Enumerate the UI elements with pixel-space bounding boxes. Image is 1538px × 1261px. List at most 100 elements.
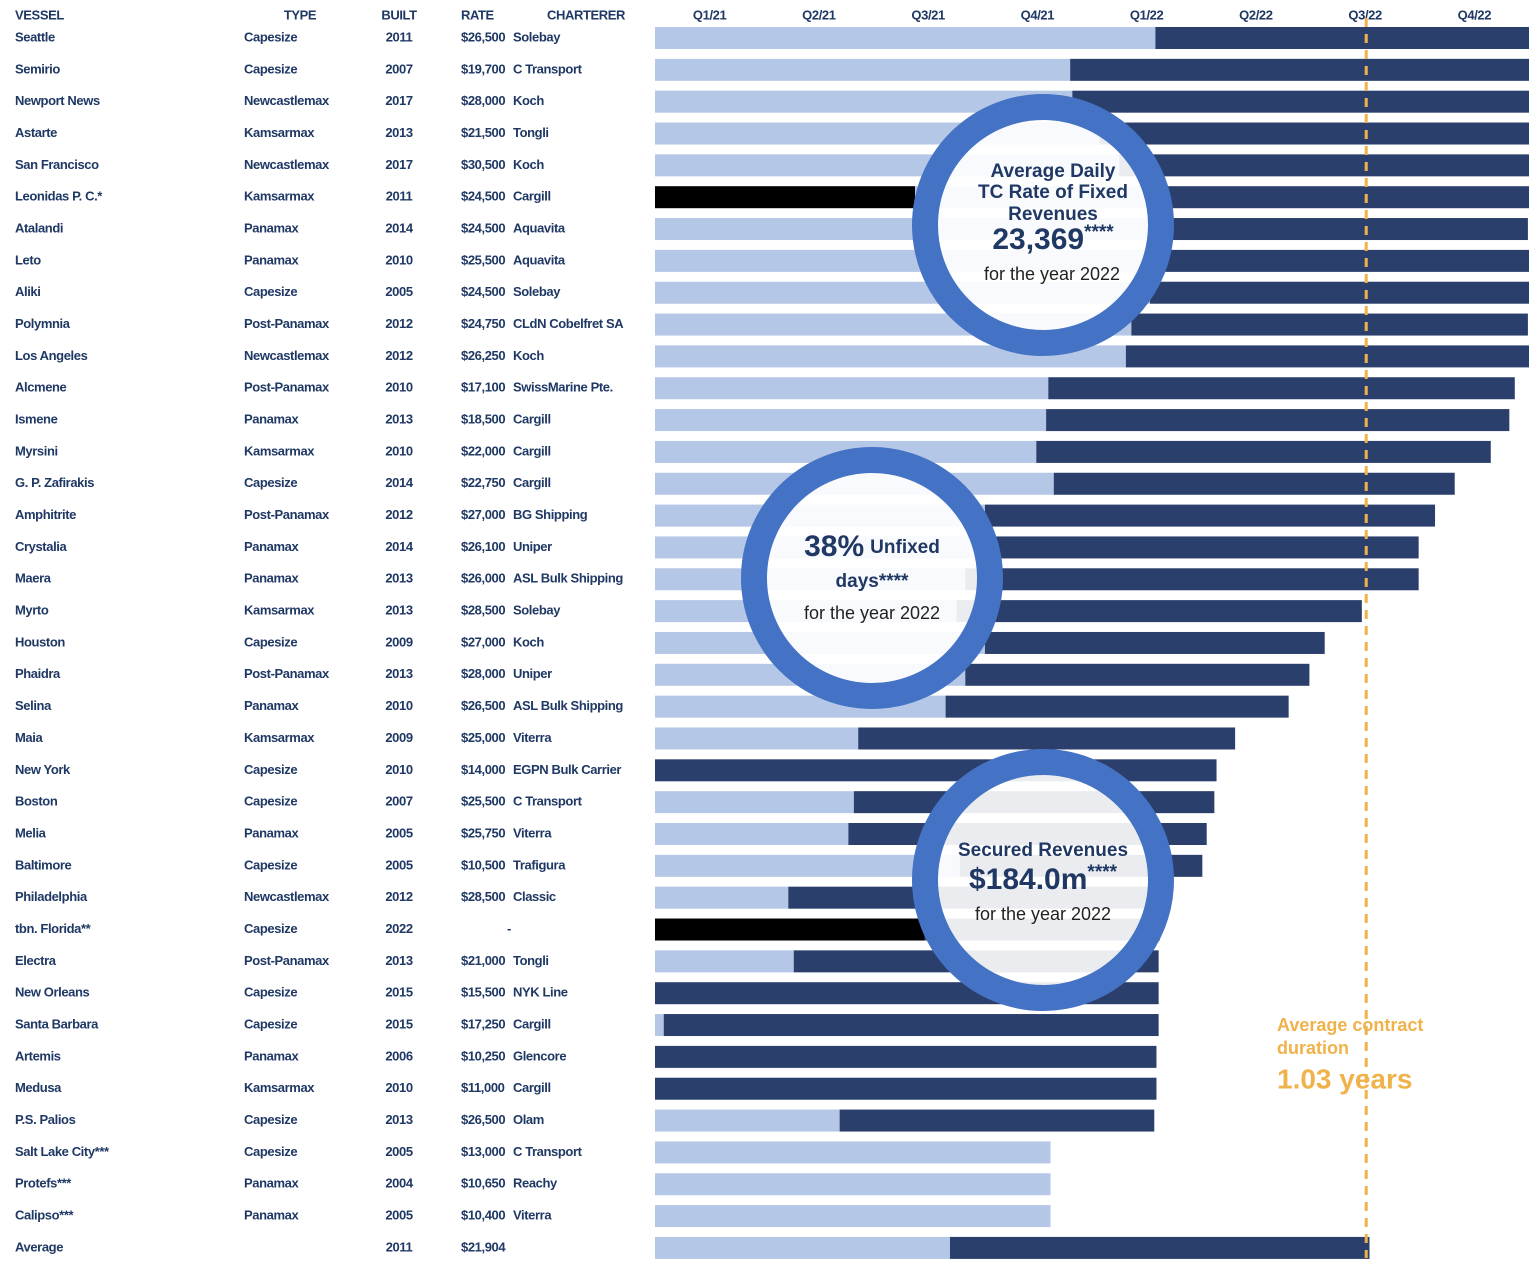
table-cell: 2014 — [385, 539, 413, 554]
table-cell: 2022 — [385, 921, 412, 936]
table-cell: $15,500 — [461, 985, 505, 1000]
bar-segment — [1046, 409, 1510, 432]
annotation: Secured Revenues $184.0m**** for the yea… — [912, 749, 1174, 1011]
table-cell: 2014 — [385, 475, 413, 490]
bar-segment — [655, 1205, 1051, 1228]
table-cell: $22,750 — [461, 475, 505, 490]
table-cell: 2012 — [385, 316, 412, 331]
bar-segment — [663, 1014, 1159, 1037]
table-cell: Viterra — [513, 1208, 552, 1223]
vessel-name: Aliki — [15, 284, 40, 299]
table-cell: Post-Panamax — [244, 380, 330, 395]
table-cell: 2015 — [385, 985, 412, 1000]
table-cell: 2011 — [386, 1239, 413, 1254]
table-cell: Olam — [513, 1112, 544, 1127]
table-cell: Post-Panamax — [244, 316, 330, 331]
table-cell: $26,500 — [461, 698, 505, 713]
table-cell: $27,000 — [461, 507, 505, 522]
bar-segment — [655, 791, 854, 814]
bar-segment — [956, 600, 1362, 623]
table-cell: Panamax — [244, 1208, 299, 1223]
table-cell: 2010 — [385, 698, 412, 713]
bar-segment — [655, 1077, 1157, 1100]
value: 23,369 — [992, 223, 1084, 256]
table-cell: C Transport — [513, 1144, 583, 1159]
table-cell: 2013 — [385, 125, 412, 140]
table-cell: 2005 — [385, 284, 412, 299]
table-cell: $11,000 — [461, 1080, 505, 1095]
table-cell: Kamsarmax — [244, 443, 315, 458]
vessel-name: Crystalia — [15, 539, 67, 554]
vessel-name: Myrto — [15, 603, 49, 618]
ring — [912, 94, 1174, 356]
bar-segment — [1155, 27, 1529, 49]
annotation-note: for the year 2022 — [984, 264, 1120, 284]
table-cell: Kamsarmax — [244, 603, 315, 618]
value: 38% — [804, 530, 864, 563]
vessel-name: Medusa — [15, 1080, 62, 1095]
bar-segment — [965, 663, 1310, 686]
bar-segment — [655, 409, 1047, 432]
vessel-name: Protefs*** — [15, 1176, 72, 1191]
table-cell: $22,000 — [461, 443, 505, 458]
annotation-line: days**** — [836, 571, 909, 592]
table-cell: Tongli — [513, 953, 549, 968]
table-cell: Koch — [513, 348, 544, 363]
reference-label: duration — [1277, 1038, 1349, 1058]
table-cell: 2010 — [385, 252, 412, 267]
x-tick-label: Q3/22 — [1348, 7, 1382, 22]
table-cell: $25,500 — [461, 794, 505, 809]
x-tick-label: Q4/22 — [1458, 7, 1492, 22]
bar-segment — [1165, 249, 1529, 272]
table-cell: Viterra — [513, 825, 552, 840]
table-cell: Cargill — [513, 189, 551, 204]
table-cell: 2012 — [385, 507, 412, 522]
table-cell: $18,500 — [461, 412, 505, 427]
table-cell: 2009 — [385, 730, 412, 745]
table-cell: Aquavita — [513, 220, 566, 235]
bar-segment — [655, 759, 1217, 782]
vessel-name: New Orleans — [15, 985, 90, 1000]
table-cell: $14,000 — [461, 762, 505, 777]
vessel-name: G. P. Zafirakis — [15, 475, 94, 490]
annotation-value: $184.0m**** — [969, 862, 1118, 896]
vessel-name: Average — [15, 1239, 63, 1254]
table-cell: 2013 — [385, 603, 412, 618]
annotation-line: Average Daily — [991, 161, 1116, 182]
ring — [741, 447, 1003, 709]
vessel-name: Maia — [15, 730, 43, 745]
table-cell: Capesize — [244, 985, 297, 1000]
table-cell: $21,500 — [461, 125, 505, 140]
table-cell: 2012 — [385, 348, 412, 363]
table-cell: Capesize — [244, 857, 297, 872]
table-cell: $25,750 — [461, 825, 505, 840]
table-cell: Tongli — [513, 125, 549, 140]
annotation-note: for the year 2022 — [975, 904, 1111, 924]
x-tick-label: Q1/21 — [693, 7, 727, 22]
table-cell: Viterra — [513, 730, 552, 745]
table-cell: C Transport — [513, 794, 583, 809]
table-cell: Cargill — [513, 1080, 551, 1095]
bar-segment — [984, 504, 1436, 527]
vessel-name: Maera — [15, 571, 52, 586]
table-cell: 2005 — [385, 857, 412, 872]
bar-segment — [1149, 281, 1529, 304]
table-cell: $10,400 — [461, 1208, 505, 1223]
bar-segment — [655, 377, 1049, 400]
table-cell: Glencore — [513, 1048, 566, 1063]
table-cell: Kamsarmax — [244, 189, 315, 204]
vessel-name: Ismene — [15, 412, 58, 427]
suffix: Unfixed — [870, 537, 940, 558]
suffix: **** — [1087, 862, 1117, 883]
bar-segment — [965, 568, 1419, 591]
table-cell: Capesize — [244, 1112, 297, 1127]
vessel-name: Melia — [15, 825, 47, 840]
vessel-name: San Francisco — [15, 157, 99, 172]
table-cell: 2005 — [385, 1208, 412, 1223]
bar-segment — [1070, 58, 1529, 81]
bar-segment — [984, 631, 1325, 654]
vessel-name: Alcmene — [15, 380, 67, 395]
table-cell: 2014 — [385, 220, 413, 235]
vessel-name: Myrsini — [15, 443, 58, 458]
table-cell: $28,500 — [461, 889, 505, 904]
